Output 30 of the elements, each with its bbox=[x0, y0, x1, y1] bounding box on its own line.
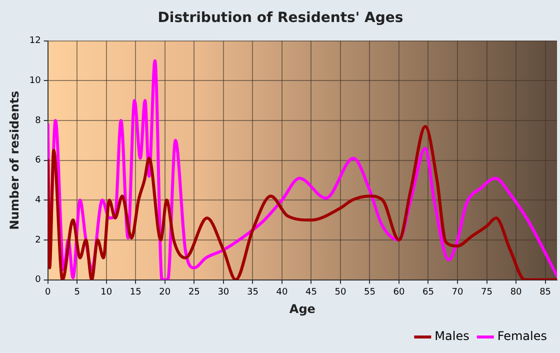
x-axis-title: Age bbox=[289, 302, 316, 316]
y-tick-label: 12 bbox=[29, 36, 41, 46]
y-tick-label: 4 bbox=[35, 195, 42, 206]
x-tick-label: 85 bbox=[540, 288, 552, 298]
y-tick-label: 0 bbox=[35, 275, 42, 286]
x-tick-label: 45 bbox=[305, 288, 317, 298]
x-tick-label: 15 bbox=[130, 288, 142, 298]
x-tick-label: 35 bbox=[246, 288, 258, 298]
x-tick-label: 70 bbox=[452, 288, 464, 298]
x-tick-label: 55 bbox=[364, 288, 376, 298]
x-tick-label: 10 bbox=[100, 288, 112, 298]
x-tick-label: 50 bbox=[334, 288, 346, 298]
x-tick-label: 65 bbox=[422, 288, 434, 298]
x-tick-label: 40 bbox=[276, 288, 288, 298]
y-tick-label: 2 bbox=[35, 235, 41, 246]
x-tick-label: 80 bbox=[510, 288, 522, 298]
y-tick-label: 8 bbox=[35, 116, 42, 126]
y-tick-label: 6 bbox=[35, 156, 42, 166]
x-tick-label: 0 bbox=[44, 288, 51, 298]
x-tick-label: 75 bbox=[481, 288, 492, 298]
x-tick-label: 25 bbox=[188, 288, 200, 298]
y-tick-label: 10 bbox=[29, 76, 42, 86]
x-tick-label: 60 bbox=[393, 288, 405, 298]
chart-title: Distribution of Residents' Ages bbox=[158, 10, 404, 26]
x-tick-label: 5 bbox=[74, 288, 80, 298]
legend-label: Males bbox=[434, 329, 470, 344]
x-tick-label: 30 bbox=[218, 288, 230, 298]
x-tick-label: 20 bbox=[159, 288, 171, 298]
legend-label: Females bbox=[497, 329, 547, 344]
y-axis-title: Number of residents bbox=[7, 90, 22, 230]
